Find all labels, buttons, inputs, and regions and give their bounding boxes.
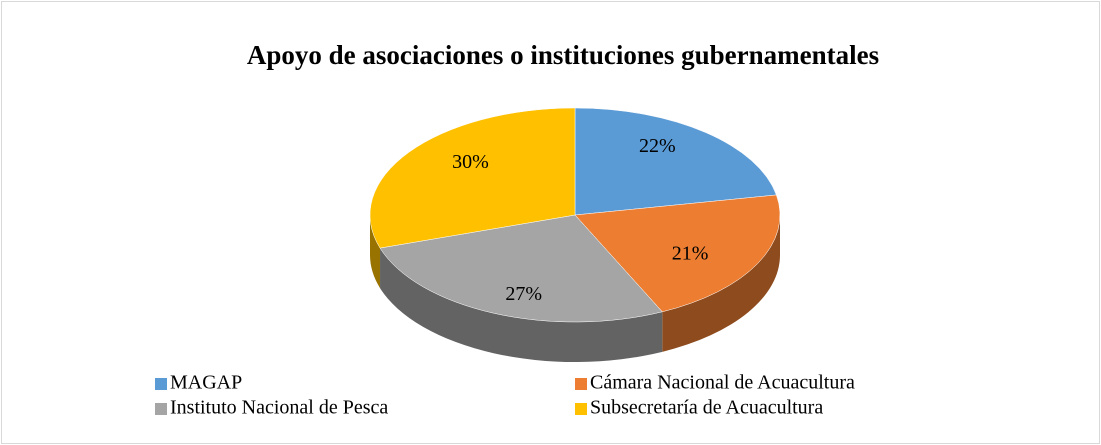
legend-label: Instituto Nacional de Pesca [170,397,388,419]
legend-swatch [155,378,167,390]
pie-slice [574,194,781,313]
pie-slice [369,107,576,249]
data-label: 27% [505,283,542,305]
legend-label: Cámara Nacional de Acuacultura [590,372,855,394]
pie-side [662,215,780,352]
legend-swatch [155,403,167,415]
pie-side [370,215,381,289]
data-label: 22% [639,135,676,157]
legend-swatch [575,403,587,415]
legend-label: Subsecretaría de Acuacultura [590,397,823,419]
legend-label: MAGAP [170,372,242,394]
pie-slice [574,107,777,216]
data-label: 21% [672,242,709,264]
pie-side [380,248,663,362]
chart-title: Apoyo de asociaciones o instituciones gu… [247,40,879,70]
data-label: 30% [452,151,489,173]
pie-slice [379,214,663,323]
legend-swatch [575,378,587,390]
